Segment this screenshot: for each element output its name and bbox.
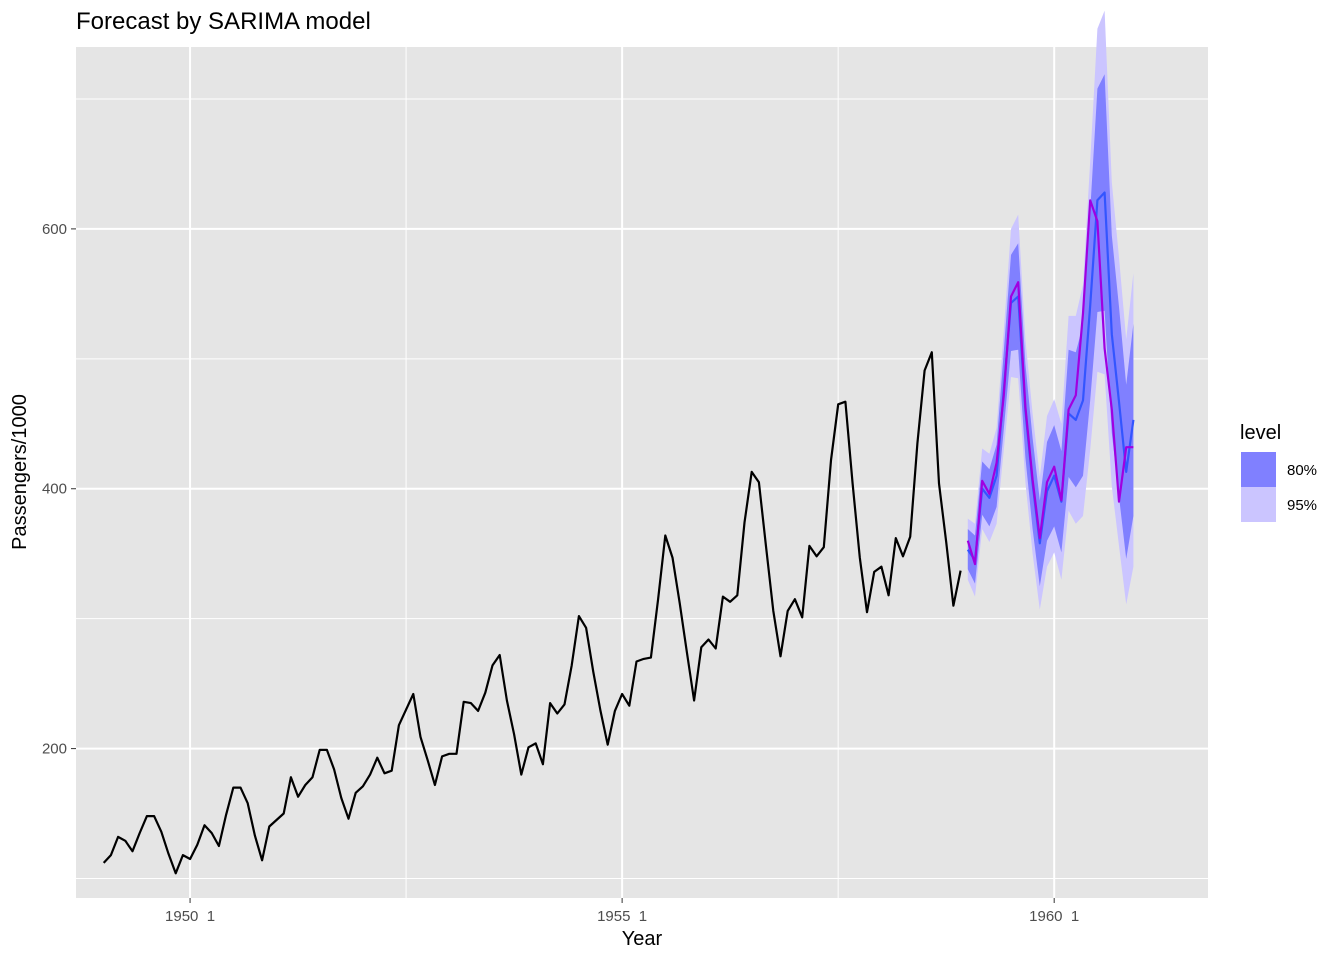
legend-key	[1241, 452, 1276, 487]
y-tick-label: 400	[42, 481, 67, 498]
history-line	[102, 351, 962, 875]
y-tick-label: 600	[42, 221, 67, 238]
legend: level 80% 95%	[1240, 422, 1317, 522]
y-tick-label: 200	[42, 741, 67, 758]
series-lines	[102, 191, 1135, 875]
y-axis-title: Passengers/1000	[9, 394, 31, 550]
x-tick-label: 1955 1	[597, 908, 647, 925]
legend-label: 80%	[1287, 462, 1317, 479]
x-tick-label: 1950 1	[165, 908, 215, 925]
fitted-line	[966, 199, 1134, 566]
legend-label: 95%	[1287, 497, 1317, 514]
major-gridlines	[76, 47, 1208, 898]
forecast-mean-line	[966, 191, 1135, 562]
chart-title: Forecast by SARIMA model	[76, 8, 371, 35]
y-axis-ticks: 200 400 600	[42, 221, 76, 758]
minor-gridlines	[76, 47, 1208, 898]
x-tick-label: 1960 1	[1029, 908, 1079, 925]
legend-title: level	[1240, 422, 1281, 444]
x-axis-ticks: 1950 1 1955 1 1960 1	[165, 898, 1079, 925]
x-axis-title: Year	[622, 928, 663, 950]
plot-panel	[76, 47, 1208, 898]
band-95	[967, 10, 1134, 610]
legend-key	[1241, 487, 1276, 522]
